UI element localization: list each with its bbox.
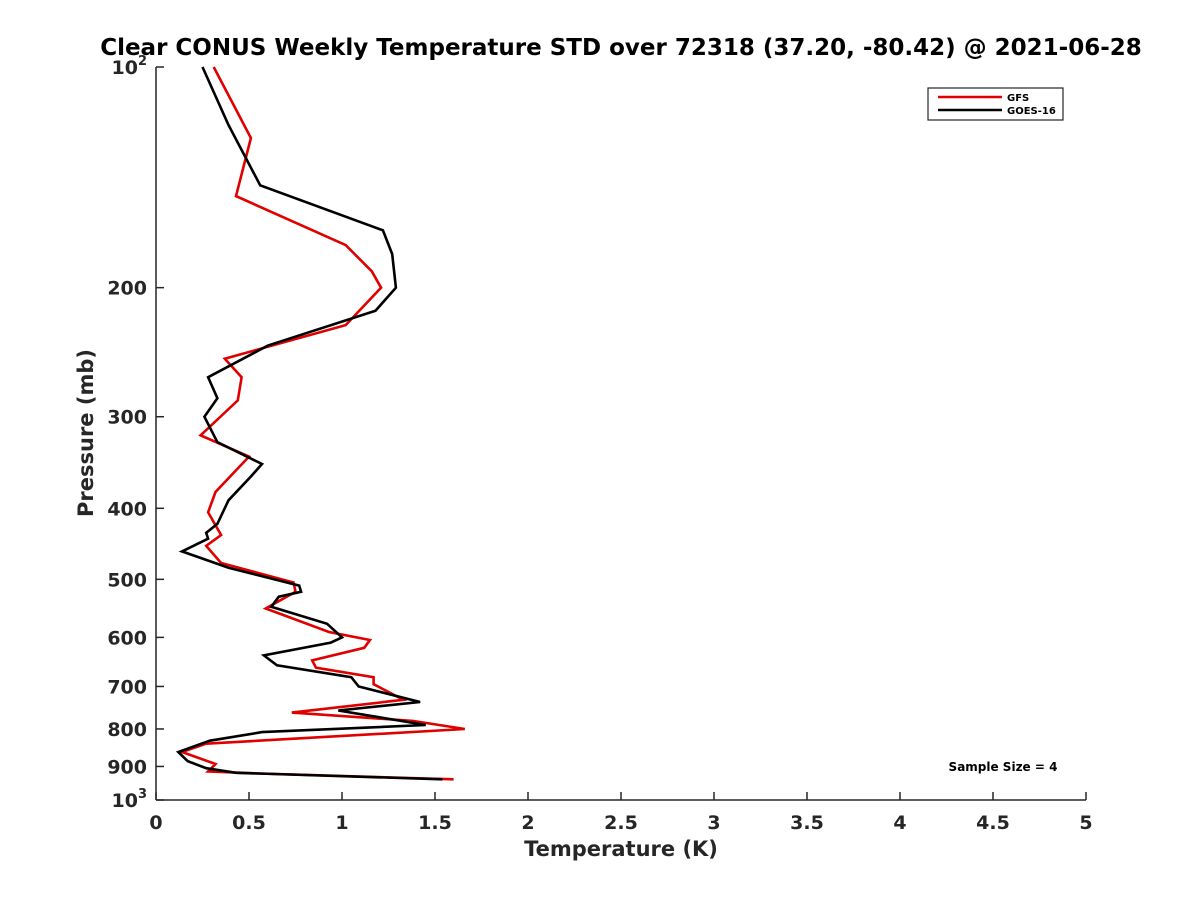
sample-size-annotation: Sample Size = 4 xyxy=(949,760,1058,774)
series-line-goes16 xyxy=(175,66,443,781)
x-tick-label: 0.5 xyxy=(232,812,266,834)
y-tick-label: 200 xyxy=(107,278,147,300)
chart-title: Clear CONUS Weekly Temperature STD over … xyxy=(100,35,1142,61)
y-tick-label: 800 xyxy=(107,719,147,741)
x-tick-label: 4 xyxy=(893,812,906,834)
plot-area xyxy=(155,67,1086,801)
y-tick-label: 700 xyxy=(107,676,147,698)
y-tick-label: 103 xyxy=(112,787,148,812)
y-tick-label: 600 xyxy=(107,627,147,649)
y-axis-label: Pressure (mb) xyxy=(74,349,98,517)
x-tick-label: 1 xyxy=(335,812,348,834)
legend-box xyxy=(927,87,1064,121)
x-tick-label: 2 xyxy=(521,812,534,834)
x-tick-label: 0 xyxy=(149,812,162,834)
y-tick-label: 300 xyxy=(107,407,147,429)
legend-label-goes16: GOES-16 xyxy=(1007,106,1056,117)
x-tick-label: 3.5 xyxy=(790,812,824,834)
series-line-gfs xyxy=(178,66,465,781)
y-tick-label: 500 xyxy=(107,569,147,591)
y-tick-label: 900 xyxy=(107,756,147,778)
legend: GFS GOES-16 xyxy=(927,87,1064,121)
x-axis-ticks: 0 0.5 1 1.5 2 2.5 3 3.5 4 4.5 5 xyxy=(149,792,1093,834)
x-axis-label: Temperature (K) xyxy=(524,837,718,861)
x-tick-label: 1.5 xyxy=(418,812,452,834)
x-tick-label: 4.5 xyxy=(976,812,1010,834)
series-layer xyxy=(175,66,465,781)
legend-label-gfs: GFS xyxy=(1007,93,1029,104)
y-tick-label: 400 xyxy=(107,498,147,520)
x-tick-label: 3 xyxy=(707,812,720,834)
y-axis-ticks: 102 200 300 400 500 600 700 800 900 103 xyxy=(107,54,164,812)
y-tick-label: 102 xyxy=(112,54,148,79)
x-tick-label: 2.5 xyxy=(604,812,638,834)
x-tick-label: 5 xyxy=(1079,812,1092,834)
